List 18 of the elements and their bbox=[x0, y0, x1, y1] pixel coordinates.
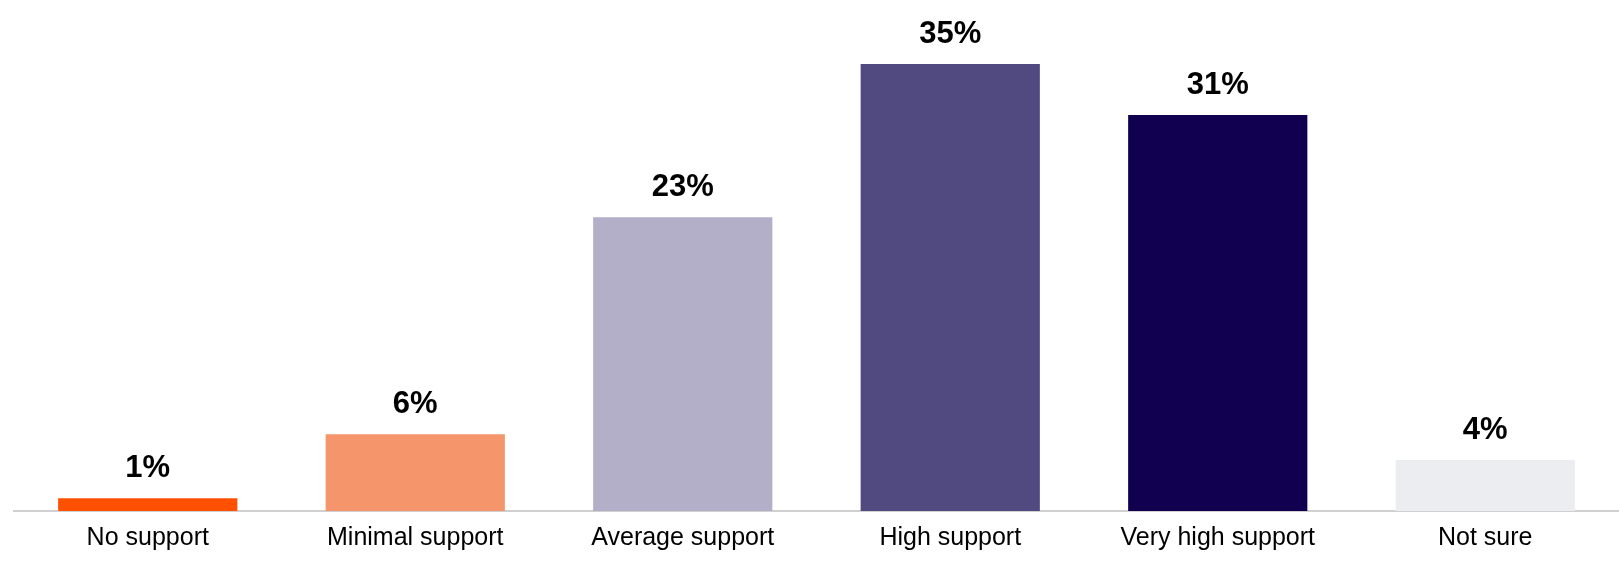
data-label: 4% bbox=[1462, 410, 1508, 446]
bar bbox=[325, 434, 505, 511]
bar bbox=[593, 217, 773, 511]
bar bbox=[860, 64, 1040, 511]
data-label: 1% bbox=[125, 449, 171, 485]
x-tick-label: Very high support bbox=[1120, 521, 1316, 550]
x-tick-label: High support bbox=[879, 521, 1022, 550]
x-tick-label: Minimal support bbox=[327, 521, 504, 550]
data-label: 6% bbox=[392, 385, 438, 421]
data-label: 35% bbox=[919, 15, 982, 51]
x-tick-label: Not sure bbox=[1438, 521, 1533, 550]
bar bbox=[58, 498, 238, 511]
x-tick-label: Average support bbox=[591, 521, 775, 550]
data-label: 31% bbox=[1186, 66, 1249, 102]
data-label: 23% bbox=[651, 168, 714, 204]
x-tick-label: No support bbox=[86, 521, 209, 550]
bar bbox=[1395, 459, 1575, 511]
bar bbox=[1128, 115, 1308, 511]
